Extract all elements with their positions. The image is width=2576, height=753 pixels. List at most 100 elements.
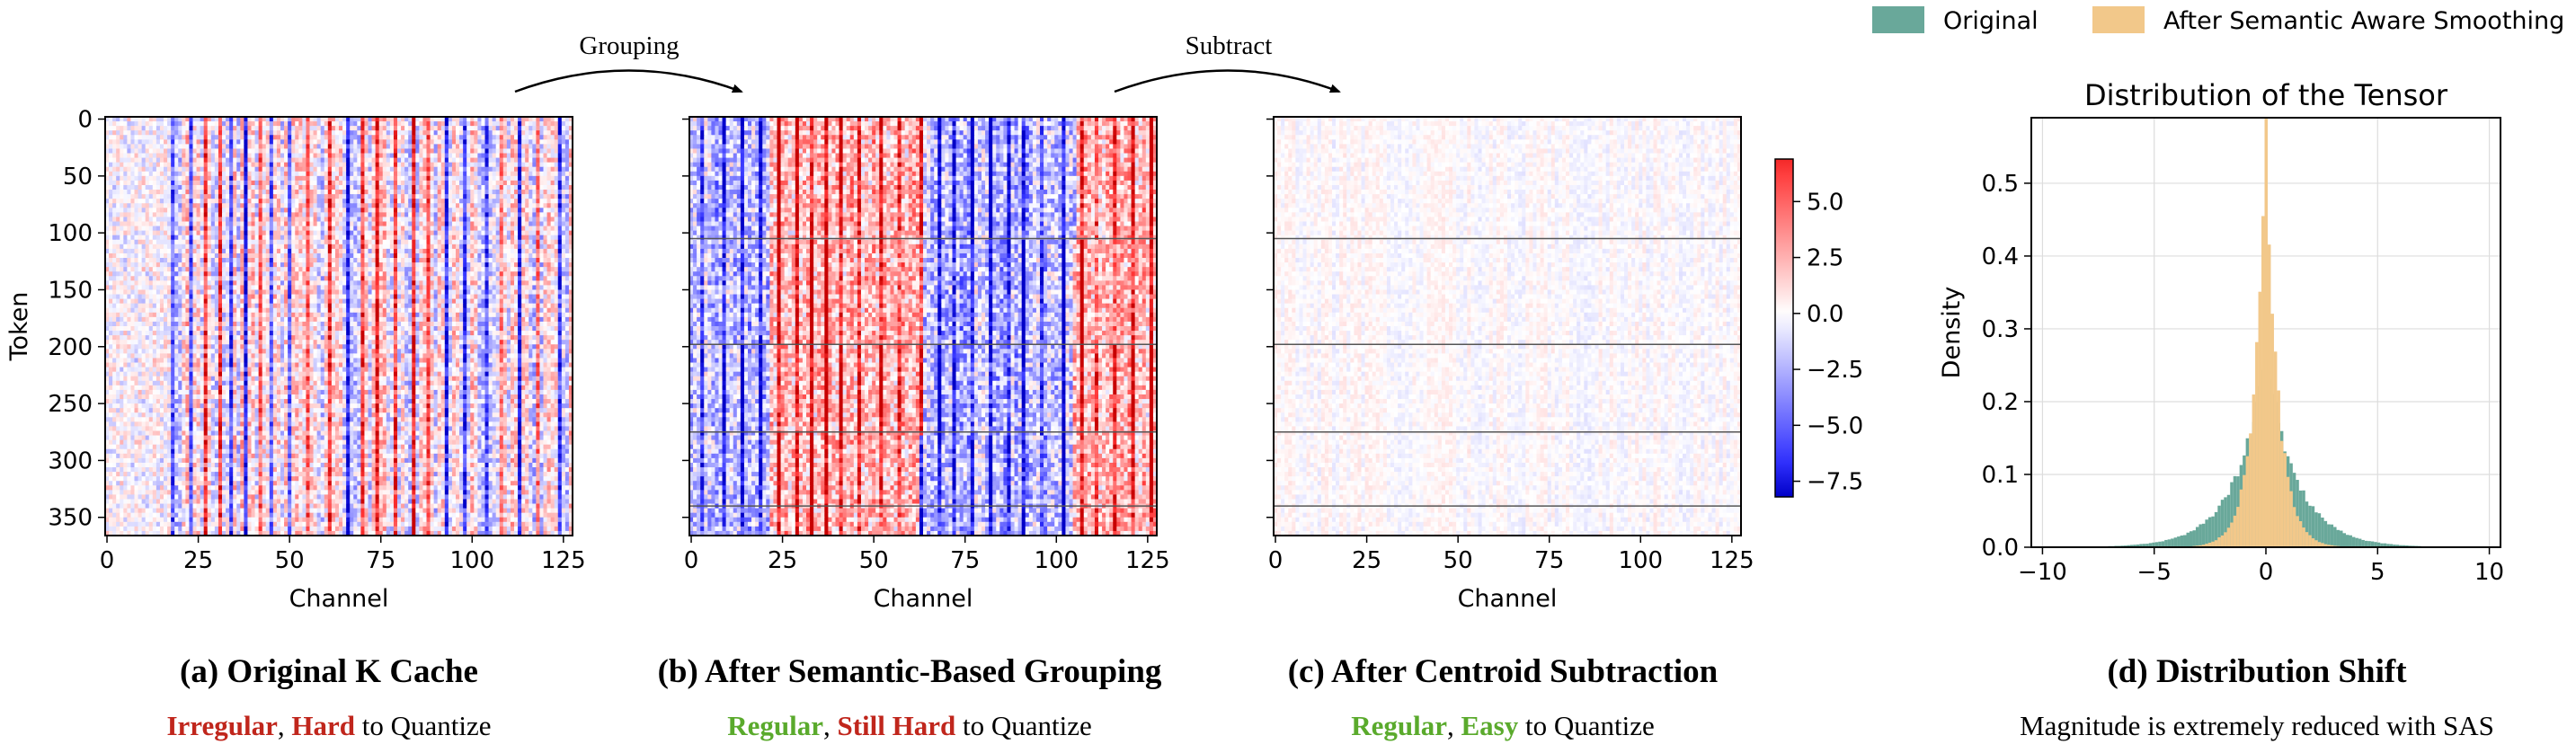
histogram-bar	[2308, 536, 2311, 547]
distribution-panel-d: Original After Semantic Aware Smoothing …	[1872, 6, 2564, 586]
histogram-bar	[2171, 538, 2173, 547]
histogram-bar	[2305, 532, 2308, 547]
histogram-bar	[2361, 540, 2364, 547]
subcaption-run: Regular	[1351, 710, 1447, 741]
arrow-grouping-label: Grouping	[579, 31, 679, 60]
subcaption-b: Regular, Still Hard to Quantize	[727, 710, 1092, 741]
subcaption-run: Still Hard	[837, 710, 955, 741]
histogram-bar	[2196, 527, 2198, 547]
x-tick-label: 100	[1618, 547, 1663, 574]
histogram-bar	[2198, 524, 2201, 547]
histogram-bar	[2343, 533, 2346, 547]
histogram-bar	[2164, 540, 2167, 547]
x-tick-label: 50	[859, 547, 889, 574]
histogram-bar	[2205, 519, 2207, 547]
x-tick-label: 100	[449, 547, 494, 574]
histogram-bar	[2240, 490, 2243, 547]
histogram-bar	[2302, 527, 2305, 547]
y-tick-label: 100	[48, 220, 93, 247]
histogram-bar	[2261, 216, 2264, 547]
distribution-y-ticks: 0.00.10.20.30.40.5	[1982, 171, 2031, 562]
histogram-bar	[2217, 537, 2220, 547]
histogram-bar	[2202, 524, 2205, 547]
x-tick-label: 75	[950, 547, 980, 574]
x-tick-label: 100	[1034, 547, 1079, 574]
histogram-bar	[2246, 456, 2249, 547]
histogram-bar	[2337, 530, 2340, 547]
caption-b: (b) After Semantic-Based Grouping	[658, 653, 1162, 690]
histogram-bar	[2174, 537, 2177, 547]
histogram-bar	[2215, 540, 2217, 547]
y-tick-label: 0	[77, 107, 93, 134]
subcaption-run: Regular	[727, 710, 823, 741]
heatmap-b-xlabel: Channel	[874, 585, 973, 613]
histogram-bar	[2293, 507, 2296, 547]
x-tick-label: 0	[684, 547, 699, 574]
x-tick-label: −10	[2018, 559, 2067, 586]
histogram-bar	[2289, 492, 2292, 547]
distribution-title: Distribution of the Tensor	[2084, 78, 2448, 112]
x-tick-label: 75	[366, 547, 395, 574]
subcaption-run: ,	[823, 710, 838, 741]
x-tick-label: 25	[183, 547, 213, 574]
histogram-bar	[2333, 527, 2336, 547]
histogram-bar	[2340, 531, 2342, 547]
x-tick-label: 5	[2370, 559, 2385, 586]
histogram-bar	[2190, 531, 2192, 547]
heatmap-c-cells	[1274, 117, 1742, 536]
x-tick-label: 125	[1710, 547, 1754, 574]
y-tick-label: 0.3	[1982, 316, 2019, 343]
histogram-bar	[2265, 119, 2268, 547]
y-tick-label: 350	[48, 505, 93, 532]
y-tick-label: 0.2	[1982, 389, 2019, 416]
colorbar-ticks: 5.02.50.0−2.5−5.0−7.5	[1793, 189, 1863, 495]
subcaption-run: ,	[1447, 710, 1461, 741]
histogram-bar	[2312, 538, 2314, 547]
y-tick-label: 0.0	[1982, 535, 2019, 562]
histogram-bar	[2314, 540, 2317, 547]
histogram-bar	[2255, 342, 2258, 547]
histogram-bar	[2236, 507, 2239, 547]
heatmap-c-x-ticks: 0 25 50 75 100 125	[1268, 536, 1754, 574]
heatmap-a-x-ticks: 0 25 50 75 100 125	[100, 536, 586, 574]
subcaption-run: Easy	[1461, 710, 1519, 741]
x-tick-label: 50	[275, 547, 305, 574]
colorbar-tick-label: 2.5	[1807, 245, 1843, 272]
x-tick-label: 0	[2259, 559, 2274, 586]
histogram-bar	[2358, 539, 2361, 547]
colorbar-tick-label: −7.5	[1807, 469, 1863, 496]
histogram-bar	[2227, 527, 2230, 547]
caption-a: (a) Original K Cache	[180, 653, 478, 690]
histogram-bar	[2277, 391, 2279, 547]
heatmap-b-x-ticks: 0 25 50 75 100 125	[684, 536, 1170, 574]
x-tick-label: 25	[1352, 547, 1381, 574]
y-tick-label: 200	[48, 334, 93, 361]
arrow-subtract-label: Subtract	[1186, 31, 1273, 60]
legend-swatch-original	[1872, 6, 1924, 33]
y-tick-label: 50	[63, 164, 93, 190]
heatmap-b-cells	[689, 117, 1158, 536]
histogram-bar	[2283, 453, 2286, 547]
heatmap-a-xlabel: Channel	[289, 585, 389, 613]
histogram-bar	[2230, 523, 2233, 547]
colorbar-gradient	[1775, 159, 1793, 497]
arrow-grouping: Grouping	[515, 31, 742, 92]
colorbar-tick-label: −5.0	[1807, 412, 1863, 439]
x-tick-label: 50	[1443, 547, 1473, 574]
histogram-bar	[2234, 516, 2236, 547]
subcaption-d: Magnitude is extremely reduced with SAS	[2020, 710, 2494, 741]
x-tick-label: 25	[768, 547, 797, 574]
histogram-bar	[2367, 541, 2370, 547]
subcaption-run: to Quantize	[955, 710, 1092, 741]
histogram-bar	[2181, 536, 2183, 547]
histogram-bar	[2355, 538, 2358, 547]
y-tick-label: 250	[48, 391, 93, 418]
caption-d: (d) Distribution Shift	[2107, 653, 2407, 690]
x-tick-label: 125	[1125, 547, 1170, 574]
x-tick-label: 125	[541, 547, 586, 574]
figure: 0 25 50 75 100 125 050100150200250300350 Chan…	[0, 0, 2576, 753]
legend-label-sas: After Semantic Aware Smoothing	[2163, 7, 2564, 35]
x-tick-label: 10	[2474, 559, 2504, 586]
y-tick-label: 300	[48, 447, 93, 474]
